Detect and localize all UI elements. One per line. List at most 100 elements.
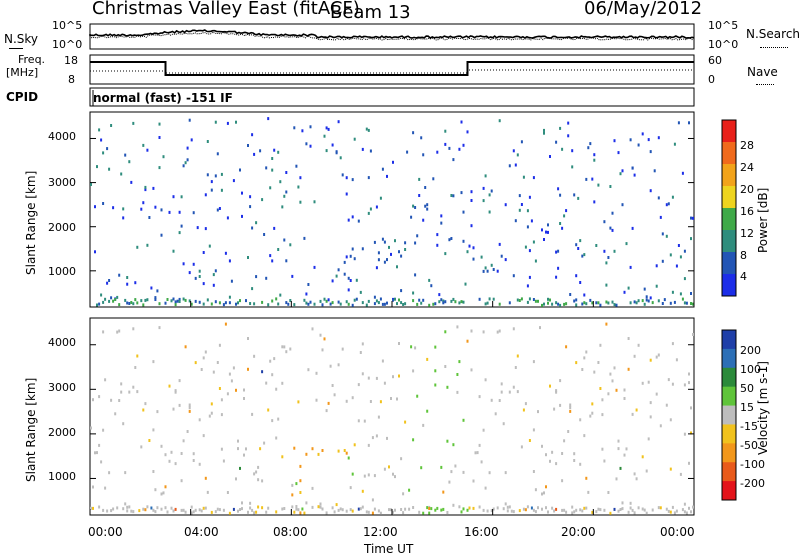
heat-cell <box>285 171 287 174</box>
heat-cell <box>118 274 120 277</box>
nave-trace <box>90 70 694 73</box>
heat-cell <box>555 251 557 254</box>
heat-cell <box>593 200 595 203</box>
heat-cell <box>189 404 191 407</box>
heat-cell <box>434 302 436 305</box>
heat-cell <box>259 447 261 450</box>
heat-cell <box>513 274 515 277</box>
heat-cell <box>348 219 350 222</box>
heat-cell <box>358 220 360 223</box>
heat-cell <box>271 157 273 160</box>
heat-cell <box>203 434 205 437</box>
heat-cell <box>102 330 104 333</box>
heat-cell <box>527 301 529 304</box>
heat-cell <box>418 194 420 197</box>
heat-cell <box>416 234 418 237</box>
heat-cell <box>90 183 92 186</box>
heat-cell <box>142 409 144 412</box>
heat-cell <box>650 189 652 192</box>
heat-cell <box>110 509 112 512</box>
heat-cell <box>374 241 376 244</box>
heat-cell <box>247 368 249 371</box>
heat-cell <box>614 250 616 253</box>
heat-cell <box>688 121 690 124</box>
heat-cell <box>183 298 185 301</box>
heat-cell <box>283 507 285 510</box>
heat-cell <box>148 439 150 442</box>
heat-cell <box>120 391 122 394</box>
heat-cell <box>161 208 163 211</box>
heat-cell <box>241 501 243 504</box>
heat-cell <box>336 275 338 278</box>
heat-cell <box>382 238 384 241</box>
heat-cell <box>237 510 239 513</box>
heat-cell <box>547 298 549 301</box>
heat-cell <box>485 266 487 269</box>
heat-cell <box>235 389 237 392</box>
heat-cell <box>255 275 257 278</box>
heat-cell <box>134 281 136 284</box>
heat-cell <box>106 510 108 513</box>
heat-cell <box>682 172 684 175</box>
heat-cell <box>350 255 352 258</box>
heat-cell <box>253 511 255 514</box>
heat-cell <box>146 298 148 301</box>
heat-cell <box>328 128 330 131</box>
heat-cell <box>519 209 521 212</box>
heat-cell <box>563 214 565 217</box>
heat-cell <box>156 410 158 413</box>
heat-cell <box>219 207 221 210</box>
heat-cell <box>378 251 380 254</box>
heat-cell <box>261 198 263 201</box>
heat-cell <box>265 277 267 280</box>
heat-cell <box>458 148 460 151</box>
heat-cell <box>571 165 573 168</box>
heat-cell <box>465 283 467 286</box>
heat-cell <box>152 509 154 512</box>
heat-cell <box>557 267 559 270</box>
heat-cell <box>229 296 231 299</box>
heat-cell <box>396 302 398 305</box>
heat-cell <box>452 158 454 161</box>
heat-cell <box>396 265 398 268</box>
heat-cell <box>487 270 489 273</box>
heat-cell <box>426 208 428 211</box>
heat-cell <box>658 299 660 302</box>
heat-cell <box>175 300 177 303</box>
heat-cell <box>169 385 171 388</box>
heat-cell <box>479 298 481 301</box>
heat-cell <box>362 148 364 151</box>
heat-cell <box>128 302 130 305</box>
heat-cell <box>281 455 283 458</box>
heat-cell <box>666 203 668 206</box>
heat-cell <box>585 302 587 305</box>
heat-cell <box>249 205 251 208</box>
heat-cell <box>169 211 171 214</box>
heat-cell <box>183 164 185 167</box>
heat-cell <box>247 511 249 514</box>
heat-cell <box>547 302 549 305</box>
heat-cell <box>370 150 372 153</box>
heat-cell <box>96 165 98 168</box>
heat-cell <box>116 506 118 509</box>
heat-cell <box>650 296 652 299</box>
heat-cell <box>638 144 640 147</box>
heat-cell <box>324 135 326 138</box>
heat-cell <box>430 284 432 287</box>
heat-cell <box>686 302 688 305</box>
heat-cell <box>209 415 211 418</box>
heat-cell <box>412 205 414 208</box>
heat-cell <box>541 228 543 231</box>
cpid-panel-frame <box>90 88 694 106</box>
heat-cell <box>426 203 428 206</box>
heat-cell <box>454 300 456 303</box>
heat-cell <box>193 263 195 266</box>
heat-cell <box>483 187 485 190</box>
heat-cell <box>497 270 499 273</box>
heat-cell <box>241 192 243 195</box>
heat-cell <box>102 151 104 154</box>
heat-cell <box>533 241 535 244</box>
heat-cell <box>152 428 154 431</box>
heat-cell <box>207 298 209 301</box>
